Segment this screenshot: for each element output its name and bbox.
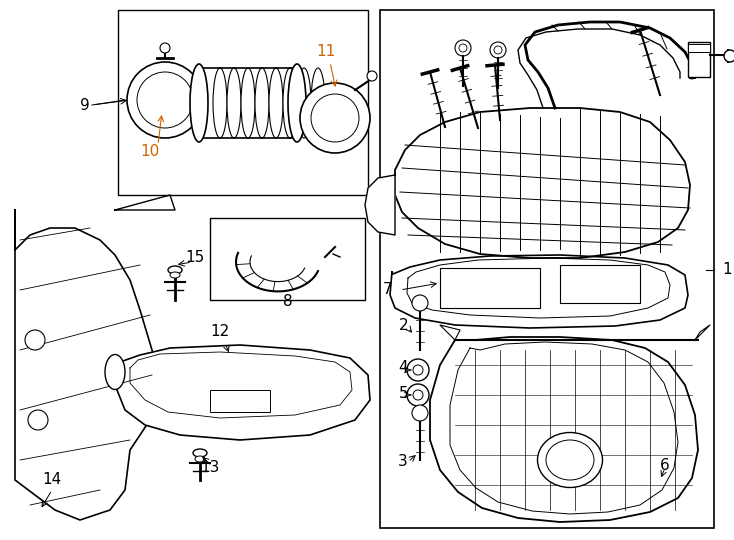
Text: 5: 5	[399, 386, 408, 401]
Bar	[560, 265, 640, 303]
Ellipse shape	[269, 68, 283, 138]
Text: 8: 8	[283, 294, 293, 309]
Ellipse shape	[283, 68, 297, 138]
Text: 10: 10	[140, 145, 159, 159]
Ellipse shape	[311, 68, 325, 138]
Ellipse shape	[190, 64, 208, 142]
Ellipse shape	[546, 440, 594, 480]
Polygon shape	[365, 175, 395, 235]
Polygon shape	[430, 337, 698, 522]
Bar	[440, 268, 540, 308]
Circle shape	[300, 83, 370, 153]
Circle shape	[724, 50, 734, 62]
Circle shape	[455, 40, 471, 56]
Ellipse shape	[168, 266, 182, 274]
Ellipse shape	[195, 456, 205, 462]
Ellipse shape	[170, 272, 180, 278]
Ellipse shape	[255, 68, 269, 138]
Bar	[210, 390, 270, 412]
Text: 6: 6	[660, 457, 669, 472]
Bar	[210, 218, 365, 300]
Circle shape	[311, 94, 359, 142]
Text: 3: 3	[399, 455, 408, 469]
Ellipse shape	[537, 433, 603, 488]
Bar	[118, 10, 368, 195]
Ellipse shape	[227, 68, 241, 138]
Polygon shape	[15, 210, 155, 520]
Ellipse shape	[241, 68, 255, 138]
Text: 1: 1	[722, 262, 732, 278]
Circle shape	[127, 62, 203, 138]
Circle shape	[25, 330, 45, 350]
Text: 12: 12	[210, 325, 229, 340]
Ellipse shape	[288, 64, 306, 142]
Text: 15: 15	[185, 249, 204, 265]
Text: 11: 11	[316, 44, 335, 59]
Bar	[380, 10, 714, 528]
Polygon shape	[115, 345, 370, 440]
Text: 14: 14	[42, 472, 61, 488]
Bar	[688, 42, 710, 77]
Circle shape	[367, 71, 377, 81]
Ellipse shape	[213, 68, 227, 138]
Text: 7: 7	[382, 282, 392, 298]
Circle shape	[407, 384, 429, 406]
Circle shape	[28, 410, 48, 430]
Circle shape	[412, 295, 428, 311]
Bar	[688, 44, 710, 52]
Text: 2: 2	[399, 318, 408, 333]
Circle shape	[459, 44, 467, 52]
Text: 4: 4	[399, 361, 408, 375]
Circle shape	[494, 46, 502, 54]
Ellipse shape	[105, 354, 125, 389]
Text: 13: 13	[200, 461, 219, 476]
Ellipse shape	[193, 449, 207, 457]
Circle shape	[137, 72, 193, 128]
Circle shape	[407, 359, 429, 381]
Circle shape	[412, 405, 428, 421]
Polygon shape	[395, 108, 690, 258]
Circle shape	[160, 43, 170, 53]
Circle shape	[413, 390, 423, 400]
Circle shape	[413, 365, 423, 375]
Ellipse shape	[297, 68, 311, 138]
Polygon shape	[390, 255, 688, 328]
Text: 9: 9	[80, 98, 90, 112]
Circle shape	[490, 42, 506, 58]
